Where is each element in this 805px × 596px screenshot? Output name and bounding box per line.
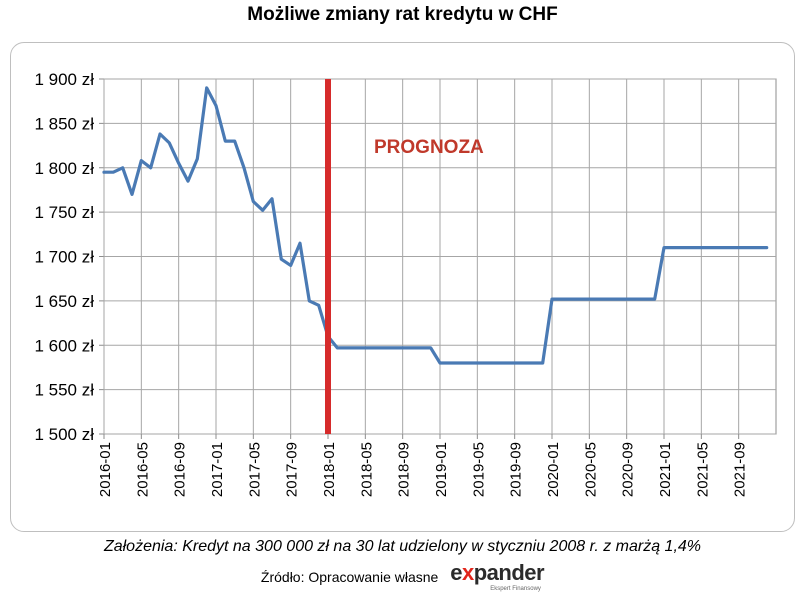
logo-wordmark: expander [450,560,544,585]
chart-frame [10,42,795,532]
x-tick-label: 2017-09 [284,442,301,497]
x-tick-label: 2016-01 [97,442,114,497]
logo-x-letter: x [461,560,474,585]
x-tick-label: 2018-05 [358,442,375,497]
y-tick-label: 1 600 zł [34,336,94,355]
y-tick-label: 1 500 zł [34,425,94,444]
x-tick-label: 2018-01 [321,442,338,497]
x-tick-label: 2021-05 [694,442,711,497]
series-line [102,86,769,365]
y-tick-label: 1 700 zł [34,248,94,267]
x-tick-label: 2020-09 [620,442,637,497]
logo-word-end: pander [473,560,545,585]
y-tick-label: 1 800 zł [34,159,94,178]
forecast-label: PROGNOZA [374,137,484,158]
x-tick-label: 2020-05 [582,442,599,497]
line-chart: 1 500 zł 1 550 zł 1 600 zł 1 650 zł 1 700 zł… [34,70,777,497]
y-tick-label: 1 550 zł [34,381,94,400]
source-text: Źródło: Opracowanie własne [260,569,439,585]
logo-tagline: Ekspert Finansowy [490,586,541,592]
x-tick-label: 2016-09 [172,442,189,497]
logo-word-start: e [450,560,462,585]
y-tick-label: 1 750 zł [34,203,94,222]
assumptions-note: Założenia: Kredyt na 300 000 zł na 30 la… [103,538,702,555]
x-tick-label: 2020-01 [545,442,562,497]
expander-logo: expander Ekspert Finansowy [450,560,544,594]
chart-title: Możliwe zmiany rat kredytu w CHF [247,4,558,25]
x-tick-label: 2018-09 [396,442,413,497]
source-row: Źródło: Opracowanie własne expander Eksp… [0,560,805,594]
y-tick-label: 1 850 zł [34,114,94,133]
y-tick-label: 1 650 zł [34,292,94,311]
x-tick-label: 2021-01 [657,442,674,497]
x-tick-label: 2021-09 [732,442,749,497]
x-tick-label: 2016-05 [134,442,151,497]
x-tick-label: 2019-01 [433,442,450,497]
x-tick-label: 2019-09 [508,442,525,497]
y-tick-label: 1 900 zł [34,70,94,89]
x-tick-label: 2019-05 [470,442,487,497]
x-tick-label: 2017-05 [246,442,263,497]
x-tick-label: 2017-01 [209,442,226,497]
